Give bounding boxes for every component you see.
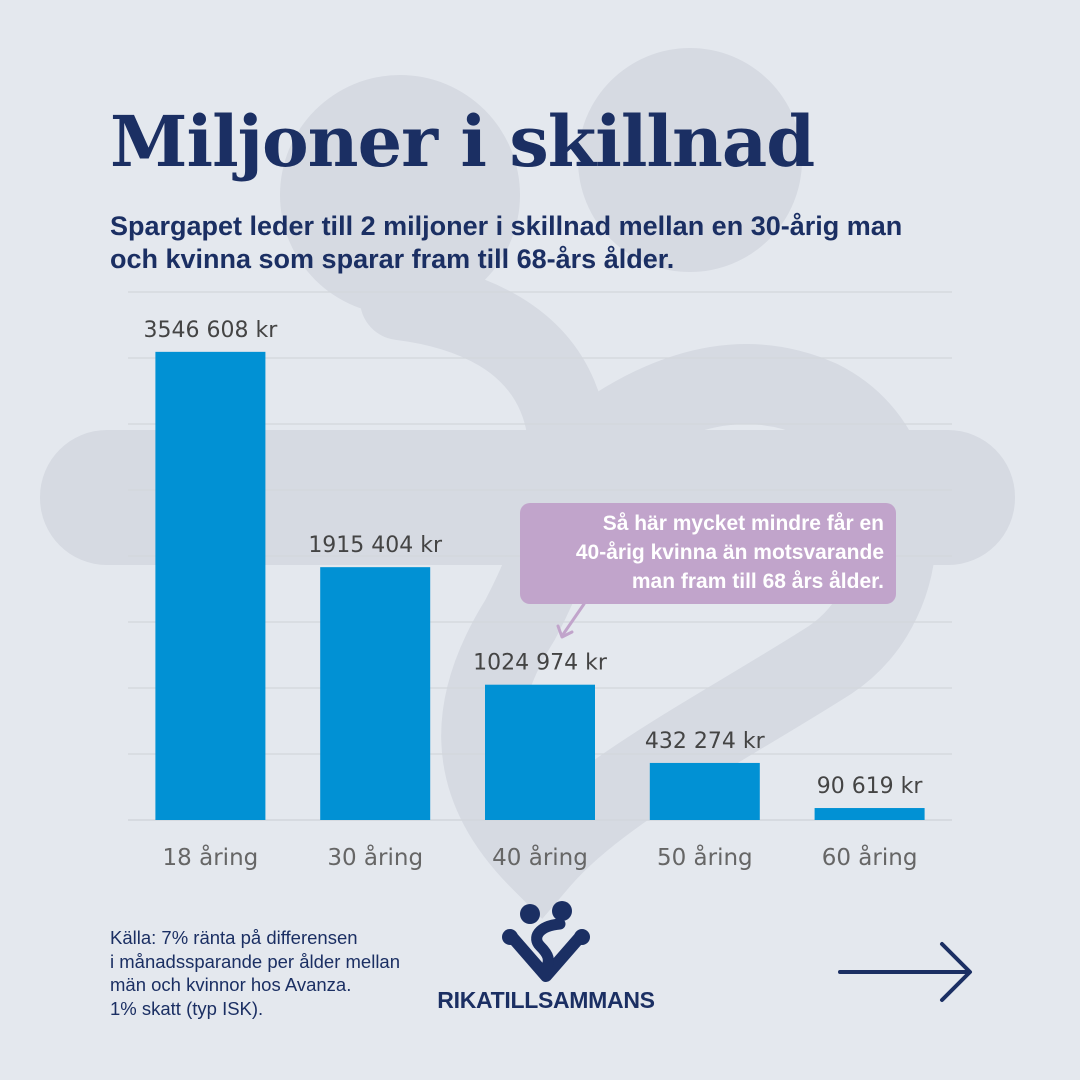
data-label: 432 274 kr bbox=[645, 729, 766, 754]
brand-logo: RIKATILLSAMMANS bbox=[420, 900, 672, 1020]
annotation-callout: Så här mycket mindre får en 40-årig kvin… bbox=[520, 503, 896, 604]
bar bbox=[155, 351, 266, 820]
bar bbox=[485, 684, 595, 820]
bar bbox=[320, 567, 431, 820]
annotation-line: Så här mycket mindre får en bbox=[602, 512, 884, 535]
bar bbox=[814, 808, 925, 820]
annotation-line: man fram till 68 års ålder. bbox=[631, 570, 884, 593]
x-tick-label: 30 åring bbox=[327, 843, 423, 871]
heart-people-icon bbox=[502, 901, 590, 982]
x-tick-label: 60 åring bbox=[822, 843, 918, 871]
x-tick-label: 18 åring bbox=[163, 843, 259, 871]
annotation-line: 40-årig kvinna än motsvarande bbox=[575, 541, 884, 564]
bar bbox=[649, 762, 760, 820]
subtitle: Spargapet leder till 2 miljoner i skilln… bbox=[110, 211, 903, 274]
brand-name: RIKATILLSAMMANS bbox=[437, 987, 655, 1013]
page-title: Miljoner i skillnad bbox=[110, 100, 815, 183]
source-line: i månadssparande per ålder mellan bbox=[110, 950, 401, 972]
source-line: Källa: 7% ränta på differensen bbox=[110, 927, 358, 948]
source-line: 1% skatt (typ ISK). bbox=[110, 997, 264, 1019]
arrow-right-icon[interactable] bbox=[836, 940, 976, 1004]
annotation-arrowhead bbox=[556, 624, 574, 639]
annotation-arrow bbox=[560, 602, 586, 638]
data-label: 90 619 kr bbox=[817, 774, 924, 799]
source-note: Källa: 7% ränta på differensen i månadss… bbox=[110, 926, 455, 1020]
x-tick-label: 40 åring bbox=[492, 843, 588, 871]
data-label: 3546 608 kr bbox=[144, 318, 279, 343]
data-label: 1915 404 kr bbox=[308, 533, 443, 558]
data-label: 1024 974 kr bbox=[473, 651, 608, 676]
x-tick-label: 50 åring bbox=[657, 843, 753, 871]
source-line: män och kvinnor hos Avanza. bbox=[110, 974, 352, 995]
